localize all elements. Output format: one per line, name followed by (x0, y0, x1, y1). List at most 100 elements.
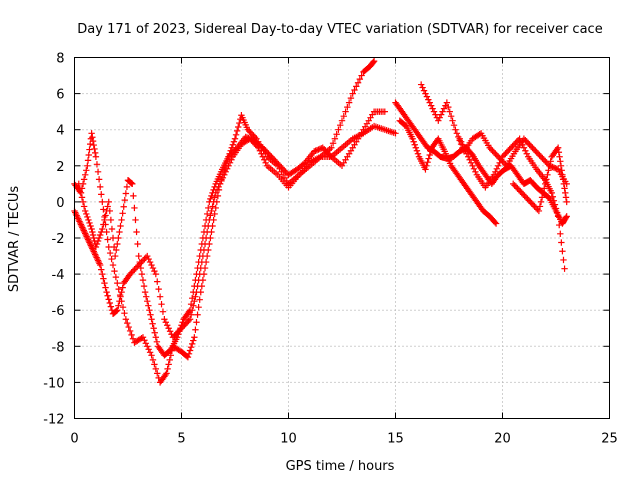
data-point (175, 331, 182, 338)
data-point (190, 288, 197, 296)
data-point (246, 135, 254, 142)
data-point (77, 221, 85, 228)
data-point (163, 370, 170, 377)
data-point (558, 239, 565, 246)
data-point (436, 114, 443, 121)
data-point (142, 254, 150, 261)
y-tick-label: -8 (52, 340, 65, 355)
data-point (85, 216, 92, 224)
data-point (345, 99, 353, 106)
data-point (228, 150, 235, 157)
data-point (439, 108, 446, 115)
data-point (410, 138, 417, 145)
data-point (531, 203, 538, 210)
data-point (98, 191, 105, 198)
data-point (89, 134, 96, 141)
data-point (492, 150, 499, 157)
data-point (150, 325, 157, 332)
data-point (269, 155, 277, 162)
data-point (465, 153, 472, 160)
data-point (124, 319, 131, 327)
x-tick-label: 25 (601, 432, 618, 447)
data-point (525, 197, 533, 204)
data-point (89, 246, 97, 254)
data-point (98, 266, 105, 273)
data-point (225, 153, 232, 160)
y-tick-label: 0 (56, 196, 64, 211)
data-point (74, 215, 82, 222)
data-point (423, 93, 431, 100)
data-point (209, 189, 216, 197)
data-point (563, 198, 570, 206)
data-point (84, 234, 91, 242)
data-point (83, 210, 90, 218)
data-point (424, 158, 431, 166)
data-point (191, 282, 198, 290)
data-point (161, 316, 168, 323)
data-point (505, 147, 512, 154)
data-point (144, 343, 151, 350)
data-point (519, 141, 526, 148)
data-point (88, 225, 95, 233)
data-point (211, 210, 218, 218)
data-point (219, 174, 227, 182)
data-point (271, 156, 278, 163)
data-point (162, 319, 170, 326)
data-point (129, 335, 137, 342)
data-point (209, 203, 216, 210)
data-point (335, 126, 342, 133)
data-point (553, 165, 560, 173)
data-point (492, 220, 500, 227)
data-point (128, 180, 135, 187)
data-point (533, 149, 540, 156)
data-point (323, 149, 331, 156)
data-point (115, 285, 122, 293)
data-point (112, 273, 120, 281)
data-point (148, 261, 155, 269)
data-point (261, 156, 268, 163)
data-point (326, 152, 334, 159)
data-point (524, 195, 531, 203)
data-point (273, 159, 281, 166)
data-point (202, 216, 210, 224)
data-point (105, 243, 112, 251)
chart-title: Day 171 of 2023, Sidereal Day-to-day VTE… (77, 22, 602, 37)
data-point (329, 140, 337, 147)
data-point (561, 265, 568, 272)
series-track-5 (396, 117, 500, 227)
data-point (392, 130, 399, 137)
data-point (443, 99, 451, 106)
data-point (142, 340, 150, 347)
data-point (432, 111, 439, 118)
data-point (89, 137, 97, 145)
data-point (199, 234, 207, 242)
data-point (510, 180, 517, 188)
data-point (132, 216, 139, 224)
data-point (149, 320, 156, 327)
data-point (523, 138, 530, 145)
data-point (333, 131, 340, 138)
data-point (207, 212, 214, 219)
data-point (142, 293, 150, 300)
data-point (381, 108, 388, 115)
data-point (512, 140, 519, 147)
data-point (128, 331, 135, 339)
data-point (472, 168, 479, 176)
data-point (356, 75, 364, 83)
data-point (144, 297, 151, 305)
data-point (417, 81, 425, 88)
data-point (116, 297, 123, 305)
data-point (420, 87, 428, 94)
data-point (123, 183, 131, 191)
data-point (87, 242, 95, 249)
data-point (212, 204, 219, 212)
data-point (313, 146, 321, 154)
data-point (165, 361, 172, 368)
data-point (453, 130, 461, 137)
data-point (553, 209, 561, 216)
data-point (100, 275, 107, 282)
data-point (457, 138, 465, 145)
data-point (476, 131, 483, 138)
data-point (223, 165, 231, 173)
x-axis-label: GPS time / hours (286, 459, 395, 474)
